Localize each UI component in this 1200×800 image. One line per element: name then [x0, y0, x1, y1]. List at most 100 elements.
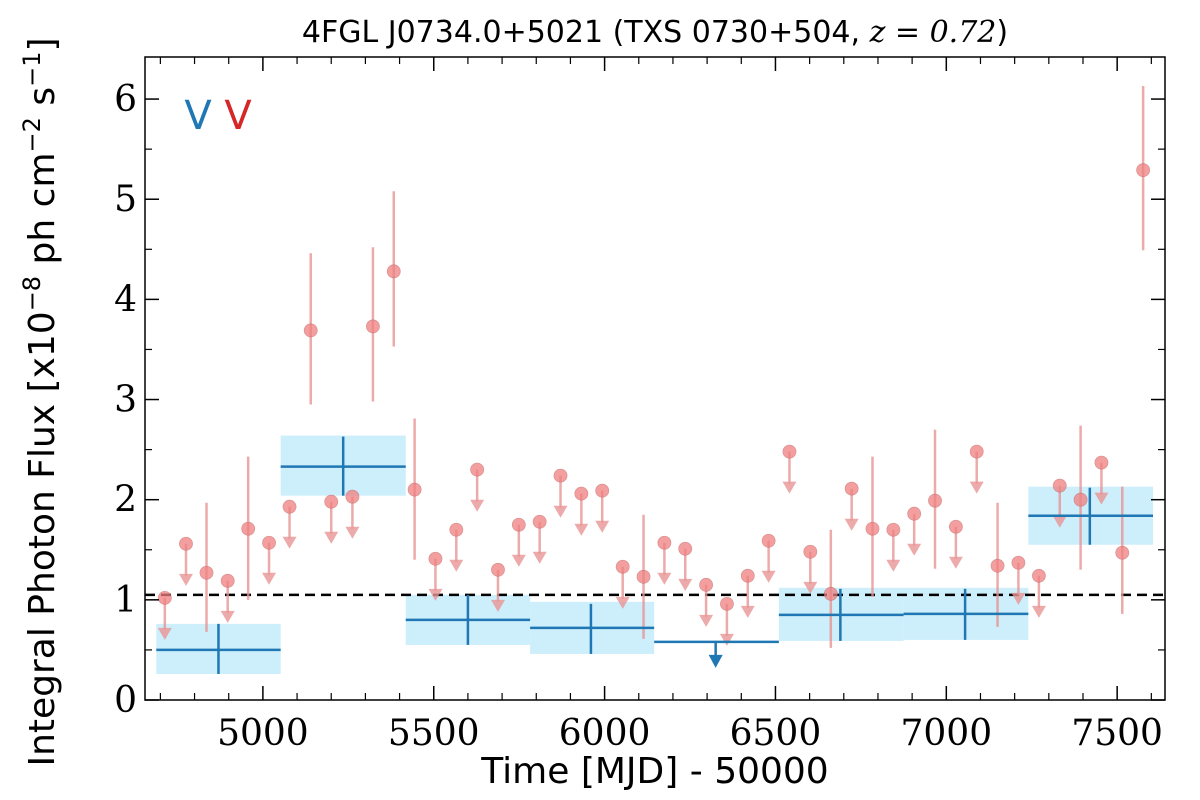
- data-point: [199, 565, 214, 580]
- upper-limit-arrow: [490, 599, 505, 612]
- x-tick-label: 7000: [900, 713, 992, 754]
- data-point: [615, 559, 630, 574]
- upper-limit-arrow: [553, 505, 568, 518]
- coarse-binned-points: [156, 436, 1154, 674]
- data-point: [1115, 545, 1130, 560]
- axis-ticks: 5000 5500 6000 6500 7000 7500 0 1 2 3 4 5 6: [114, 57, 1165, 754]
- y-axis-label: Integral Photon Flux [x10−8 ph cm−2 s−1]: [18, 37, 63, 766]
- upper-limit-arrow: [678, 578, 693, 591]
- chart-title: 4FGL J0734.0+5021 (TXS 0730+504, z = 0.7…: [302, 15, 1008, 50]
- x-tick-label: 7500: [1071, 713, 1163, 754]
- y-tick-label: 3: [114, 380, 137, 421]
- data-point: [823, 586, 838, 601]
- x-axis-label: Time [MJD] - 50000: [480, 751, 828, 792]
- data-point: [636, 569, 651, 584]
- data-point: [907, 506, 922, 521]
- upper-limit-arrow: [574, 523, 589, 536]
- plot-frame: [144, 56, 1166, 701]
- data-point: [1136, 163, 1151, 178]
- upper-limit-arrow: [699, 614, 714, 627]
- data-point: [782, 444, 797, 459]
- upper-limit-arrow: [220, 610, 235, 623]
- upper-limit-arrow: [740, 605, 755, 618]
- upper-limit-arrow: [907, 543, 922, 556]
- data-point: [657, 535, 672, 550]
- data-point: [948, 519, 963, 534]
- band-label-1: V: [224, 93, 252, 139]
- data-point: [282, 499, 297, 514]
- data-point: [532, 514, 547, 529]
- y-tick-label: 1: [114, 580, 137, 621]
- data-point: [886, 522, 901, 537]
- upper-limit-arrow: [782, 481, 797, 494]
- upper-limit-arrow: [262, 572, 277, 585]
- data-point: [366, 319, 380, 334]
- upper-limit-arrow: [595, 520, 610, 533]
- data-point: [241, 521, 256, 536]
- y-tick-label: 6: [114, 79, 137, 120]
- upper-limit-arrow: [1094, 492, 1109, 505]
- data-point: [990, 558, 1005, 573]
- upper-limit-arrow: [1031, 605, 1046, 618]
- upper-limit-arrow: [761, 570, 776, 583]
- data-point: [345, 489, 360, 504]
- data-point: [428, 551, 443, 566]
- upper-limit-arrow: [615, 596, 630, 609]
- data-point: [699, 577, 713, 592]
- data-point: [157, 590, 172, 605]
- data-point: [407, 482, 422, 497]
- data-point: [574, 486, 589, 501]
- upper-limit-arrow: [157, 627, 172, 640]
- data-point: [720, 596, 734, 611]
- data-point: [179, 536, 193, 551]
- upper-limit-arrow: [719, 633, 734, 646]
- upper-limit-arrow: [179, 573, 194, 586]
- upper-limit-arrow: [345, 526, 360, 539]
- upper-limit-arrow: [449, 559, 464, 572]
- upper-limit-arrow: [886, 559, 901, 572]
- data-point: [969, 444, 984, 459]
- data-point: [595, 483, 610, 498]
- upper-limit-arrow: [969, 481, 984, 494]
- upper-limit-arrow: [532, 551, 547, 564]
- upper-limit-arrow: [282, 536, 297, 549]
- data-point: [470, 462, 485, 477]
- upper-limit-arrow: [948, 556, 963, 569]
- data-point: [865, 521, 880, 536]
- x-tick-label: 5500: [388, 713, 480, 754]
- upper-limit-arrow: [803, 581, 818, 594]
- data-point: [1011, 555, 1026, 570]
- y-tick-label: 4: [114, 279, 137, 320]
- upper-limit-arrow: [1011, 592, 1026, 605]
- data-point: [324, 494, 339, 509]
- data-point: [386, 264, 401, 279]
- y-tick-label: 2: [114, 480, 137, 521]
- y-tick-label: 5: [114, 179, 137, 220]
- upper-limit-arrow: [324, 531, 339, 544]
- upper-limit-arrow: [1052, 515, 1067, 528]
- x-tick-label: 6500: [730, 713, 822, 754]
- data-point: [511, 517, 526, 532]
- data-point: [1094, 455, 1109, 470]
- data-point: [761, 533, 776, 548]
- coarse-upper-limit-arrow: [708, 654, 723, 668]
- data-point: [740, 568, 755, 583]
- upper-limit-arrow: [844, 518, 859, 531]
- data-point: [1073, 492, 1088, 507]
- data-point: [303, 323, 318, 338]
- data-point: [928, 493, 942, 508]
- upper-limit-arrow: [511, 554, 526, 567]
- data-point: [803, 544, 818, 559]
- data-point: [844, 481, 859, 496]
- data-point: [449, 522, 464, 537]
- data-point: [491, 562, 505, 577]
- x-tick-label: 6000: [559, 713, 651, 754]
- upper-limit-arrow: [657, 572, 672, 585]
- data-point: [553, 468, 568, 483]
- data-point: [1032, 568, 1046, 583]
- data-point: [678, 541, 693, 556]
- y-tick-label: 0: [114, 680, 137, 721]
- data-point: [1052, 478, 1067, 493]
